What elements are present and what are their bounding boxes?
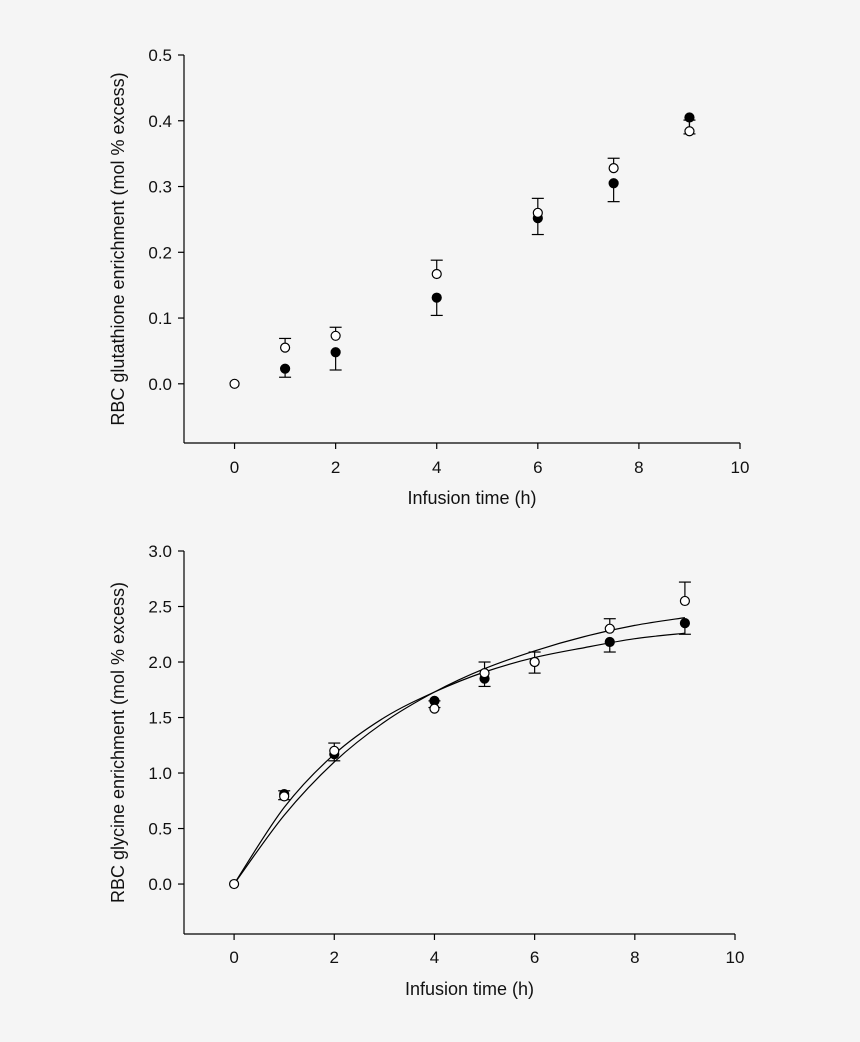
- data-point-filled: [608, 178, 619, 189]
- chart-panel-1: 0.0 0.1 0.2 0.3 0.4 0.5 0 2 4 6 8 10 Infusion time (…: [108, 46, 749, 508]
- x-tick-label: 10: [731, 458, 750, 477]
- data-point-open: [684, 126, 695, 137]
- x-tick-label: 10: [726, 948, 745, 967]
- y-axis-title: RBC glycine enrichment (mol % excess): [108, 582, 128, 903]
- y-tick-label: 1.5: [148, 709, 172, 728]
- data-point-open: [279, 342, 291, 353]
- y-tick-label: 1.0: [148, 764, 172, 783]
- y-tick-label: 3.0: [148, 542, 172, 561]
- y-tick-label: 0.0: [148, 875, 172, 894]
- x-tick-label: 8: [630, 948, 639, 967]
- data-point-open: [679, 595, 691, 607]
- x-tick-label: 2: [330, 948, 339, 967]
- x-axis-title: Infusion time (h): [405, 979, 534, 999]
- chart-panel-2: 0.0 0.5 1.0 1.5 2.0 2.5 3.0 0 2 4 6 8 10 Infusion tim…: [108, 542, 744, 999]
- y-tick-label: 2.5: [148, 598, 172, 617]
- y-tick-label: 2.0: [148, 653, 172, 672]
- data-point-open: [529, 656, 540, 668]
- data-point-open: [608, 163, 619, 174]
- x-tick-label: 4: [432, 458, 441, 477]
- x-axis-title: Infusion time (h): [407, 488, 536, 508]
- fit-curve-open: [233, 617, 685, 885]
- data-point-filled: [679, 618, 691, 629]
- data-point-filled: [431, 292, 442, 303]
- y-tick-label: 0.1: [148, 309, 172, 328]
- x-tick-label: 4: [430, 948, 439, 967]
- data-point-open: [228, 878, 240, 890]
- data-point-open: [330, 330, 341, 341]
- x-tick-label: 8: [634, 458, 643, 477]
- y-axis-title: RBC glutathione enrichment (mol % excess…: [108, 72, 128, 425]
- x-tick-label: 6: [533, 458, 542, 477]
- data-point-open: [229, 378, 240, 389]
- x-tick-label: 0: [230, 458, 239, 477]
- y-tick-label: 0.5: [148, 46, 172, 65]
- data-point-open: [279, 791, 290, 802]
- y-tick-label: 0.3: [148, 178, 172, 197]
- data-point-open: [604, 623, 615, 634]
- y-tick-label: 0.4: [148, 112, 172, 131]
- data-point-open: [532, 207, 543, 218]
- data-point-open: [329, 745, 340, 756]
- x-tick-label: 6: [530, 948, 539, 967]
- fit-curve-filled: [233, 632, 685, 885]
- x-tick-label: 2: [331, 458, 340, 477]
- data-point-open: [431, 268, 442, 280]
- x-tick-label: 0: [229, 948, 238, 967]
- data-point-open: [479, 668, 490, 679]
- y-tick-label: 0.0: [148, 375, 172, 394]
- data-point-filled: [330, 347, 341, 358]
- y-tick-label: 0.2: [148, 243, 172, 262]
- data-point-filled: [279, 363, 291, 374]
- y-tick-label: 0.5: [148, 820, 172, 839]
- data-point-filled: [604, 636, 615, 648]
- data-point-open: [429, 703, 440, 714]
